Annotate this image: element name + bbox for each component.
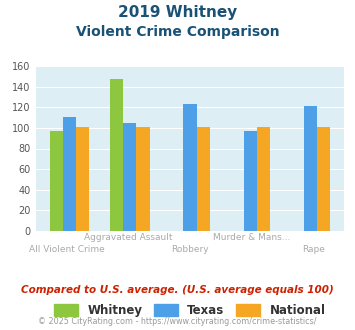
Bar [244,131,257,231]
Bar [304,106,317,231]
Text: All Violent Crime: All Violent Crime [28,245,104,254]
Bar [136,127,149,231]
Text: Compared to U.S. average. (U.S. average equals 100): Compared to U.S. average. (U.S. average … [21,285,334,295]
Bar [257,127,270,231]
Text: 2019 Whitney: 2019 Whitney [118,5,237,20]
Bar [123,123,136,231]
Bar [76,127,89,231]
Bar [50,131,63,231]
Text: Aggravated Assault: Aggravated Assault [84,233,173,242]
Bar [110,80,123,231]
Legend: Whitney, Texas, National: Whitney, Texas, National [50,300,330,322]
Text: Rape: Rape [302,245,325,254]
Bar [183,104,197,231]
Bar [317,127,330,231]
Text: Robbery: Robbery [171,245,209,254]
Bar [63,116,76,231]
Text: © 2025 CityRating.com - https://www.cityrating.com/crime-statistics/: © 2025 CityRating.com - https://www.city… [38,317,317,326]
Text: Violent Crime Comparison: Violent Crime Comparison [76,25,279,39]
Bar [197,127,210,231]
Text: Murder & Mans...: Murder & Mans... [213,233,290,242]
